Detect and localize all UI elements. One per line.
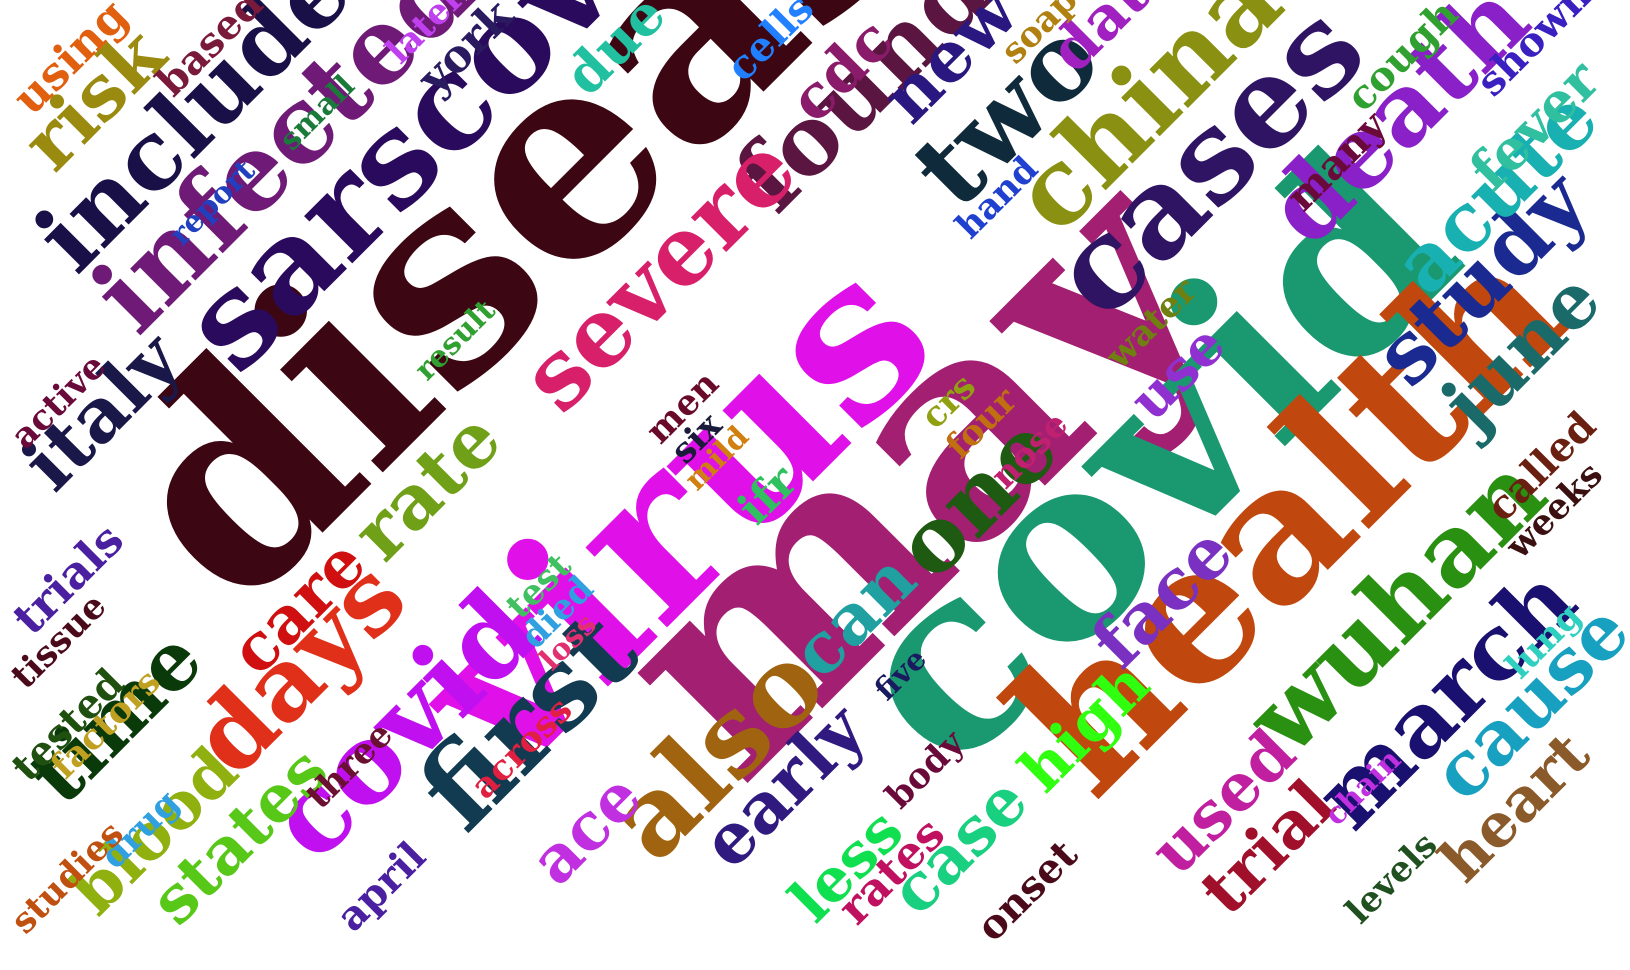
word-levels: levels <box>1337 824 1446 932</box>
